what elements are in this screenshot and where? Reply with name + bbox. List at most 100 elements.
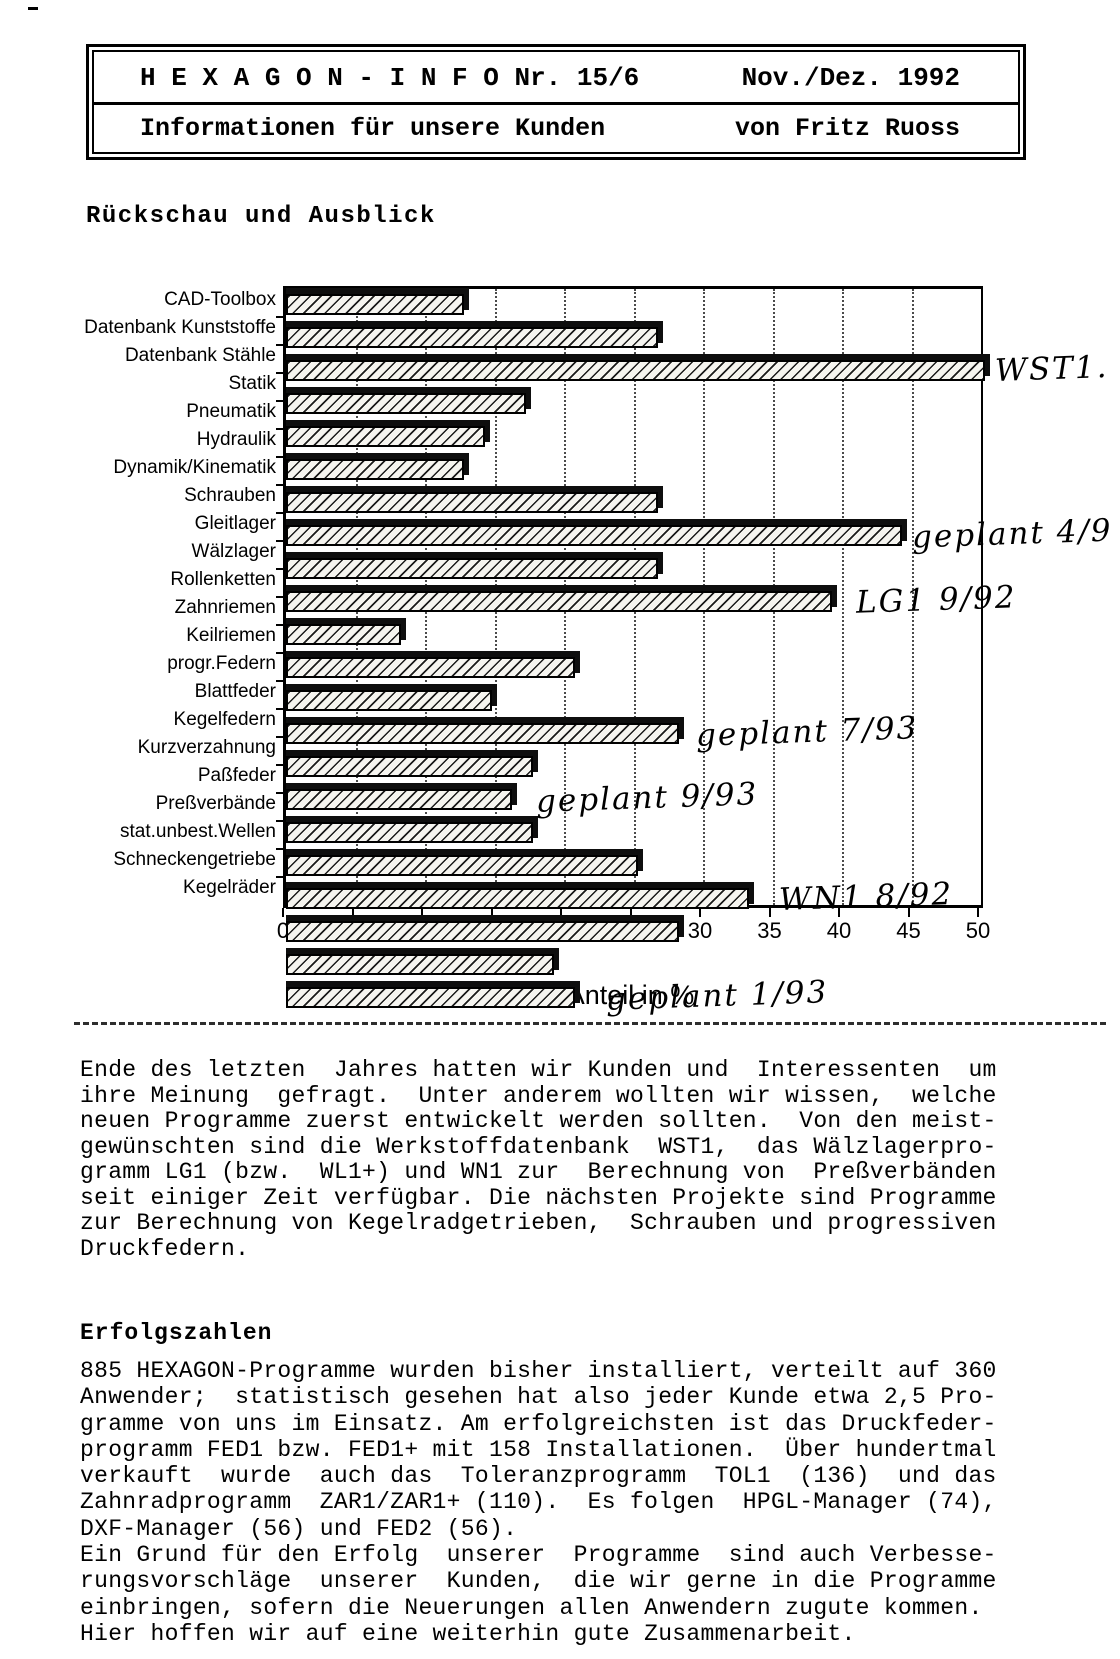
bar-row: LG1 9/92 [286, 579, 1017, 621]
y-axis-tick [276, 568, 286, 570]
category-label: progr.Federn [167, 653, 276, 674]
bar [286, 651, 580, 678]
x-axis-tick [907, 908, 910, 917]
bar [286, 321, 664, 348]
y-axis-tick [276, 652, 286, 654]
y-axis-tick [276, 456, 286, 458]
y-axis-tick [276, 512, 286, 514]
x-axis-tick [977, 908, 979, 917]
plot-area: WST1. geplant 4/9 LG1 9/92 geplant 7/93 gepl… [276, 286, 1113, 1018]
y-axis-tick [276, 792, 286, 794]
y-axis-tick [276, 400, 286, 402]
newsletter-author: von Fritz Ruoss [734, 114, 960, 143]
y-axis-tick [276, 428, 286, 430]
bar-row: WN1 8/92 [286, 876, 981, 918]
bar-row [286, 618, 981, 652]
y-axis-tick [276, 596, 286, 598]
y-axis-tick [276, 344, 286, 346]
x-axis-title: Anteil in % [566, 980, 695, 1010]
x-axis-tick [768, 908, 771, 917]
category-label: Kurzverzahnung [137, 737, 276, 758]
newsletter-subtitle: Informationen für unsere Kunden [140, 114, 606, 143]
category-label: Rollenketten [170, 569, 276, 590]
y-axis-tick [276, 708, 286, 710]
bar-row [286, 915, 981, 949]
bar-row: geplant 4/9 [286, 513, 1113, 555]
category-label: Hydraulik [196, 429, 276, 450]
dashed-divider [74, 1022, 1106, 1025]
category-label: Zahnriemen [174, 597, 276, 618]
header-title-row: H E X A G O N - I N F O Nr. 15/6 Nov./De… [94, 52, 1018, 105]
x-axis-tick [699, 908, 701, 917]
category-label: Blattfeder [194, 681, 276, 702]
bar [286, 981, 580, 1008]
bar [286, 816, 539, 843]
bar-row [286, 486, 981, 520]
y-axis-tick [276, 316, 286, 318]
bar-row [286, 849, 981, 883]
chart-category-labels: CAD-Toolbox Datenbank Kunststoffe Datenban… [80, 286, 283, 908]
bar [286, 354, 990, 381]
bar [286, 915, 685, 942]
y-axis-tick [276, 372, 286, 374]
handwritten-annotation: geplant 1/93 [605, 974, 829, 1018]
category-label: Schneckengetriebe [113, 849, 276, 870]
section2-body: 885 HEXAGON-Programme wurden bisher inst… [80, 1358, 997, 1647]
y-axis-tick [276, 848, 286, 850]
category-label: Wälzlager [191, 541, 276, 562]
category-label: Pneumatik [186, 401, 276, 422]
section1-heading: Rückschau und Ausblick [86, 203, 436, 230]
category-label: stat.unbest.Wellen [120, 821, 276, 842]
bar-row [286, 651, 981, 685]
header-subtitle-row: Informationen für unsere Kunden von Frit… [94, 105, 1018, 152]
bar [286, 288, 469, 315]
gridline [911, 289, 914, 905]
category-label: Datenbank Kunststoffe [84, 317, 276, 338]
bar-row [286, 684, 981, 718]
x-axis-tick-label: 50 [965, 918, 991, 943]
bar [286, 552, 664, 579]
y-axis-tick [276, 540, 286, 542]
section1-body: Ende des letzten Jahres hatten wir Kunde… [80, 1057, 997, 1262]
survey-bar-chart: CAD-Toolbox Datenbank Kunststoffe Datenban… [80, 286, 1120, 1018]
bar-row [286, 816, 981, 850]
category-label: Statik [228, 373, 276, 394]
handwritten-annotation: geplant 9/93 [535, 776, 760, 820]
category-label: Paßfeder [197, 765, 276, 786]
bar [286, 585, 838, 612]
bar-row [286, 453, 981, 487]
newsletter-date: Nov./Dez. 1992 [741, 63, 960, 93]
newsletter-header-inner: H E X A G O N - I N F O Nr. 15/6 Nov./De… [92, 50, 1020, 154]
bar [286, 618, 407, 645]
bar-row [286, 948, 981, 982]
handwritten-annotation: geplant 4/9 [910, 512, 1113, 556]
x-axis-tick [282, 908, 284, 917]
y-axis-tick [276, 764, 286, 766]
bar [286, 453, 469, 480]
bar-row [286, 288, 981, 322]
category-label: Keilriemen [186, 625, 276, 646]
x-axis-tick [490, 908, 493, 917]
bar-row: geplant 9/93 [286, 776, 981, 820]
handwritten-annotation: LG1 9/92 [855, 579, 1018, 621]
bar [286, 948, 560, 975]
category-label: Schrauben [184, 485, 276, 506]
bar [286, 519, 907, 546]
bar-row: WST1. [286, 349, 1109, 389]
y-axis-tick [276, 820, 286, 822]
category-label: Preßverbände [155, 793, 276, 814]
handwritten-annotation: WN1 8/92 [778, 875, 955, 919]
category-label: Gleitlager [194, 513, 276, 534]
bar-row [286, 750, 981, 784]
gridline [842, 289, 844, 905]
bar [286, 882, 754, 909]
y-axis-tick [276, 680, 286, 682]
x-axis-tick-label: 30 [687, 918, 713, 943]
bar [286, 420, 490, 447]
y-axis-tick [276, 736, 286, 738]
bar-row [286, 420, 981, 454]
bar [286, 486, 664, 513]
y-axis-tick [276, 484, 286, 486]
bar-row [286, 552, 981, 586]
bar [286, 849, 642, 876]
